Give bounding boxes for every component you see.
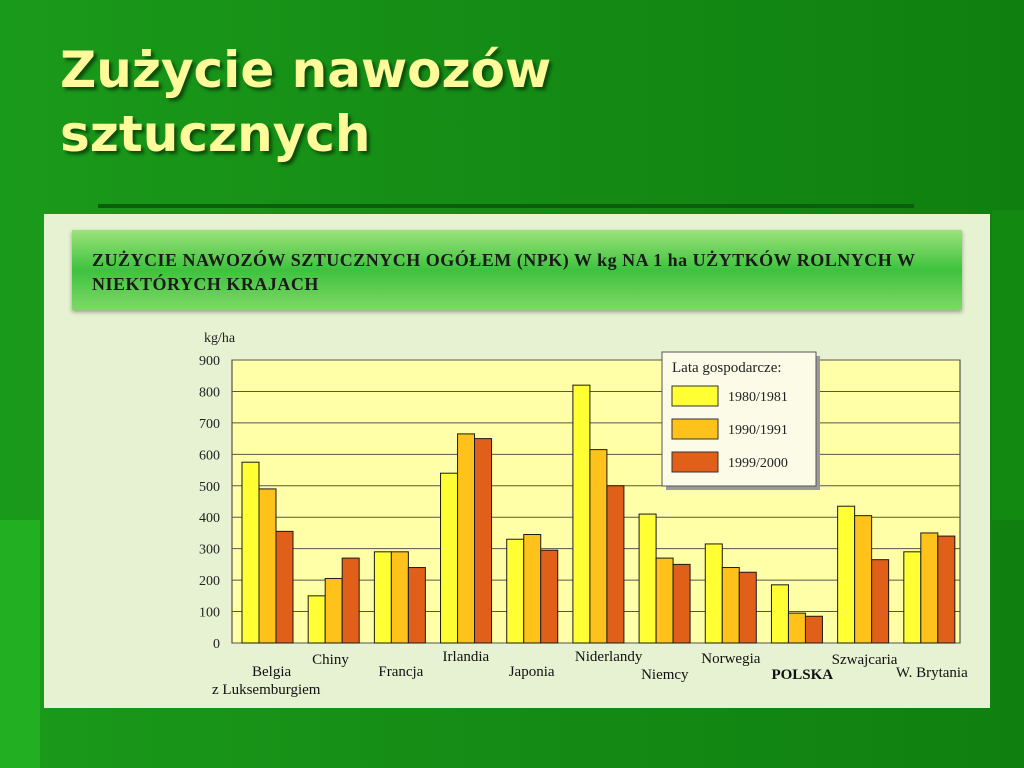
x-tick-label: Norwegia <box>701 651 760 667</box>
x-tick-label: Niemcy <box>641 667 689 683</box>
bar <box>275 530 294 644</box>
bar <box>341 557 360 644</box>
y-tick-label: 800 <box>199 385 220 400</box>
chart-panel: 0 100 200 300 400 500 600 700 800 900 kg/ha Belgia z… <box>44 214 990 708</box>
bar <box>738 571 757 644</box>
bar <box>258 488 277 644</box>
bar <box>241 461 260 644</box>
chart-title-banner: ZUŻYCIE NAWOZÓW SZTUCZNYCH OGÓŁEM (NPK) … <box>72 230 962 310</box>
bar <box>837 505 856 644</box>
bar <box>572 384 591 644</box>
slide-title-line-2: sztucznych <box>60 105 371 163</box>
bar <box>373 551 392 644</box>
bar <box>523 534 542 644</box>
bar <box>871 559 890 644</box>
bar <box>474 438 493 644</box>
legend-label: 1999/2000 <box>728 456 788 471</box>
bar <box>770 584 789 644</box>
bar <box>854 515 873 644</box>
x-tick-label: z Luksemburgiem <box>212 682 321 698</box>
bar <box>920 532 939 644</box>
x-tick-label: Chiny <box>312 652 349 668</box>
x-tick-label: Szwajcaria <box>832 652 898 668</box>
bar <box>638 513 657 644</box>
bar <box>937 535 956 644</box>
bar <box>606 485 625 644</box>
bar <box>704 543 723 644</box>
y-tick-label: 0 <box>213 637 220 652</box>
bar <box>589 449 608 644</box>
y-tick-label: 300 <box>199 543 220 558</box>
y-tick-label: 600 <box>199 448 220 463</box>
y-tick-label: 100 <box>199 606 220 621</box>
bar <box>324 578 343 644</box>
legend-title: Lata gospodarcze: <box>672 360 782 376</box>
y-tick-label: 700 <box>199 417 220 432</box>
decorative-bar-left <box>0 520 40 768</box>
bar <box>407 567 426 644</box>
x-tick-label: Japonia <box>509 664 555 680</box>
x-tick-label: W. Brytania <box>896 665 968 681</box>
bar <box>787 612 806 644</box>
bar <box>655 557 674 644</box>
bar <box>672 563 691 644</box>
bar <box>804 615 823 644</box>
legend-label: 1980/1981 <box>728 390 788 405</box>
bar <box>903 551 922 644</box>
legend-swatch <box>671 418 719 440</box>
legend-label: 1990/1991 <box>728 423 788 438</box>
y-tick-label: 900 <box>199 354 220 369</box>
y-axis-label: kg/ha <box>204 331 236 346</box>
legend-swatch <box>671 385 719 407</box>
y-tick-label: 400 <box>199 511 220 526</box>
x-tick-label: Irlandia <box>443 649 490 665</box>
bar <box>457 433 476 644</box>
bar <box>390 551 409 644</box>
bar <box>307 595 326 644</box>
x-tick-label: Francja <box>378 664 423 680</box>
x-tick-label: Belgia <box>252 664 291 680</box>
slide-title-line-1: Zużycie nawozów <box>60 41 552 99</box>
bar <box>506 538 525 644</box>
x-tick-label: POLSKA <box>771 667 833 683</box>
bar <box>721 567 740 644</box>
chart-title: ZUŻYCIE NAWOZÓW SZTUCZNYCH OGÓŁEM (NPK) … <box>92 250 916 294</box>
legend-swatch <box>671 451 719 473</box>
decorative-bar-right <box>992 210 1024 520</box>
bar <box>540 549 559 644</box>
x-tick-label: Niderlandy <box>575 649 643 665</box>
y-tick-label: 200 <box>199 574 220 589</box>
y-tick-label: 500 <box>199 480 220 495</box>
decorative-line <box>98 204 914 208</box>
bar <box>440 472 459 644</box>
bar-chart: 0 100 200 300 400 500 600 700 800 900 kg/ha Belgia z… <box>199 331 968 698</box>
slide-title: Zużycie nawozów sztucznych <box>60 38 551 166</box>
